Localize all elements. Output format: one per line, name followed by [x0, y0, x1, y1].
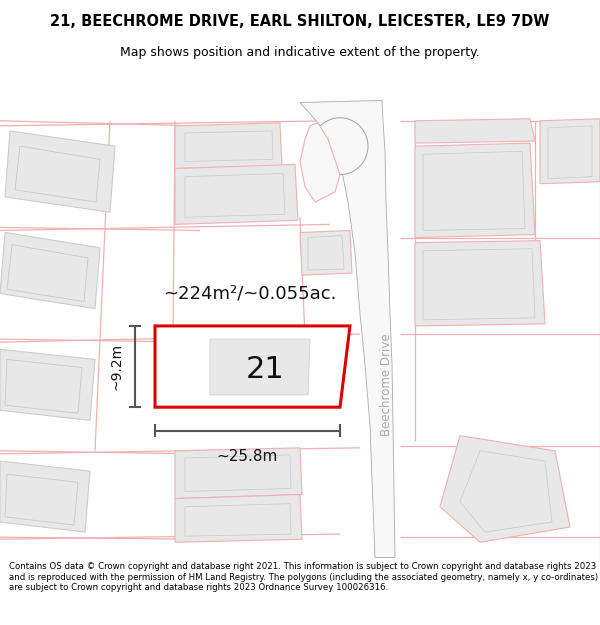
Text: ~25.8m: ~25.8m: [217, 449, 278, 464]
Polygon shape: [5, 359, 82, 413]
Polygon shape: [460, 451, 552, 532]
Polygon shape: [175, 448, 302, 499]
Polygon shape: [185, 455, 291, 491]
Polygon shape: [415, 241, 545, 326]
Text: Beechrome Drive: Beechrome Drive: [380, 334, 392, 436]
Text: ~9.2m: ~9.2m: [109, 343, 123, 390]
Polygon shape: [308, 236, 344, 270]
Polygon shape: [175, 164, 298, 224]
Text: Contains OS data © Crown copyright and database right 2021. This information is : Contains OS data © Crown copyright and d…: [9, 562, 598, 592]
Polygon shape: [312, 118, 368, 174]
Polygon shape: [175, 122, 282, 169]
Polygon shape: [423, 151, 525, 231]
Polygon shape: [440, 436, 570, 542]
Text: Map shows position and indicative extent of the property.: Map shows position and indicative extent…: [120, 46, 480, 59]
Polygon shape: [0, 461, 90, 532]
Polygon shape: [300, 231, 352, 275]
Polygon shape: [300, 101, 395, 558]
Polygon shape: [155, 326, 350, 408]
Polygon shape: [175, 494, 302, 542]
Polygon shape: [0, 349, 95, 421]
Polygon shape: [423, 249, 535, 320]
Polygon shape: [0, 232, 100, 309]
Text: ~224m²/~0.055ac.: ~224m²/~0.055ac.: [163, 284, 337, 302]
Polygon shape: [300, 122, 340, 202]
Text: 21, BEECHROME DRIVE, EARL SHILTON, LEICESTER, LE9 7DW: 21, BEECHROME DRIVE, EARL SHILTON, LEICE…: [50, 14, 550, 29]
Polygon shape: [540, 119, 600, 184]
Polygon shape: [415, 143, 535, 238]
Polygon shape: [5, 131, 115, 212]
Polygon shape: [7, 244, 88, 301]
Polygon shape: [548, 126, 592, 179]
Polygon shape: [185, 131, 273, 161]
Polygon shape: [185, 174, 285, 218]
Polygon shape: [5, 474, 78, 525]
Polygon shape: [210, 339, 310, 395]
Text: 21: 21: [245, 355, 284, 384]
Polygon shape: [185, 504, 291, 536]
Polygon shape: [415, 119, 535, 143]
Polygon shape: [15, 146, 100, 202]
